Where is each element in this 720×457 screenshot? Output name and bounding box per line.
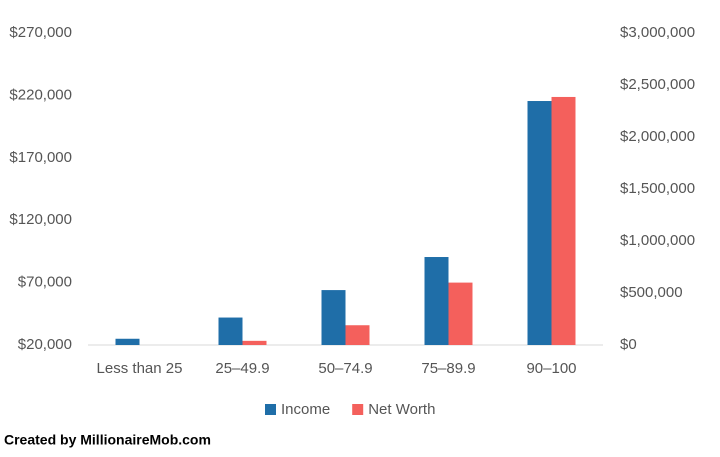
- y2-tick-label: $2,000,000: [620, 128, 695, 145]
- y2-tick-label: $1,500,000: [620, 180, 695, 197]
- legend-swatch: [352, 404, 364, 415]
- x-tick-label: Less than 25: [97, 360, 183, 377]
- bar: [527, 101, 552, 346]
- y-tick-label: $170,000: [9, 149, 72, 166]
- bar: [242, 340, 267, 345]
- legend-label: Net Worth: [368, 401, 435, 418]
- bar: [115, 338, 140, 345]
- bar: [448, 282, 473, 345]
- x-tick-label: 75–89.9: [421, 360, 475, 377]
- y2-tick-label: $1,000,000: [620, 232, 695, 249]
- legend-label: Income: [281, 401, 330, 418]
- x-tick-label: 50–74.9: [318, 360, 372, 377]
- y2-tick-label: $0: [620, 336, 637, 353]
- y2-tick-label: $500,000: [620, 284, 683, 301]
- y2-tick-label: $2,500,000: [620, 76, 695, 93]
- x-tick-label: 90–100: [526, 360, 576, 377]
- bar: [345, 325, 370, 345]
- y-tick-label: $70,000: [18, 274, 72, 291]
- y2-tick-label: $3,000,000: [620, 24, 695, 41]
- bar: [551, 96, 576, 346]
- bar: [321, 290, 346, 345]
- footer: Created by MillionaireMob.com: [4, 432, 211, 448]
- legend-swatch: [265, 404, 276, 415]
- bar: [218, 317, 243, 345]
- x-tick-label: 25–49.9: [215, 360, 269, 377]
- y-tick-label: $220,000: [9, 86, 72, 103]
- y-tick-label: $120,000: [9, 211, 72, 228]
- y-tick-label: $20,000: [18, 336, 72, 353]
- y-tick-label: $270,000: [9, 24, 72, 41]
- bar: [424, 257, 449, 345]
